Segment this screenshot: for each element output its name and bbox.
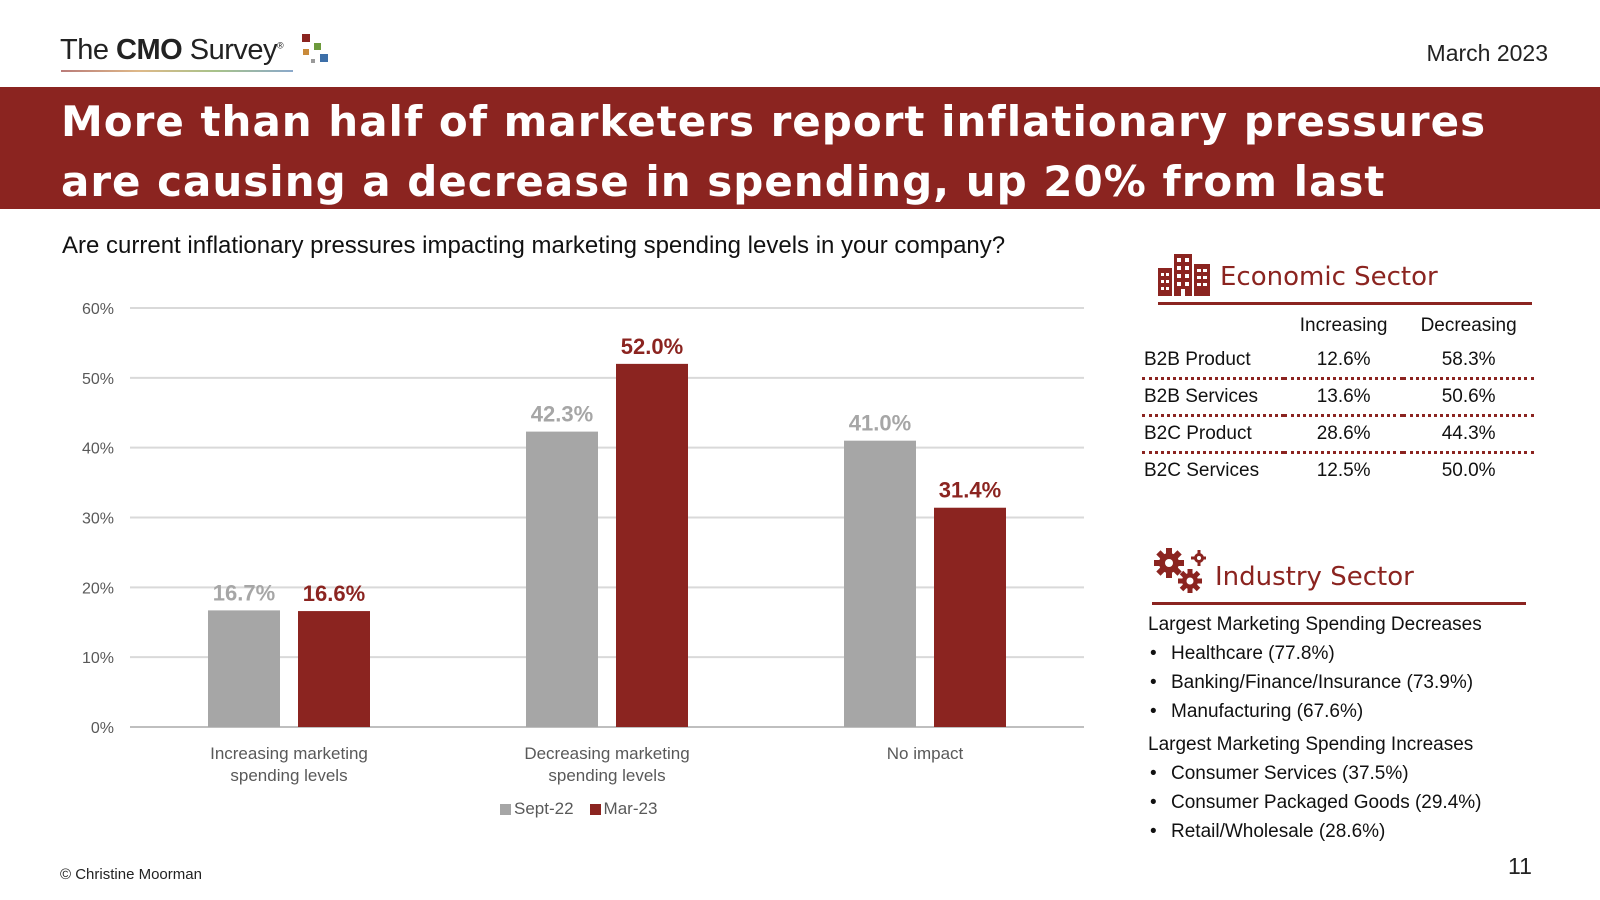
economic-sector-table: Increasing Decreasing B2B Product 12.6% … bbox=[1142, 309, 1534, 488]
copyright: © Christine Moorman bbox=[60, 866, 202, 883]
economic-table-header: Increasing Decreasing bbox=[1142, 309, 1534, 343]
x-tick-label: Decreasing marketing bbox=[524, 744, 689, 763]
list-item: Consumer Services (37.5%) bbox=[1148, 759, 1578, 788]
data-label: 41.0% bbox=[849, 411, 911, 436]
report-date: March 2023 bbox=[1426, 40, 1548, 66]
page-number: 11 bbox=[1508, 853, 1532, 879]
bar bbox=[208, 610, 280, 727]
bar-chart: 0% 10% 20% 30% 40% 50% 60% 16.7% 16.6% Increasing… bbox=[82, 301, 1084, 785]
table-row: B2B Services 13.6% 50.6% bbox=[1142, 377, 1534, 416]
bar bbox=[934, 507, 1006, 727]
title-banner bbox=[0, 87, 1600, 209]
list-item: Consumer Packaged Goods (29.4%) bbox=[1148, 788, 1578, 817]
bar bbox=[526, 431, 598, 727]
industry-sector-heading: Industry Sector bbox=[1215, 562, 1414, 592]
bar bbox=[616, 363, 688, 727]
logo-prefix: The bbox=[60, 34, 109, 66]
data-label: 16.7% bbox=[213, 580, 275, 605]
increases-title: Largest Marketing Spending Increases bbox=[1148, 734, 1474, 755]
logo-suffix: Survey bbox=[189, 34, 278, 66]
data-label: 52.0% bbox=[621, 334, 683, 359]
list-item: Manufacturing (67.6%) bbox=[1148, 697, 1578, 726]
decreases-list: Healthcare (77.8%) Banking/Finance/Insur… bbox=[1148, 639, 1578, 726]
legend-label-sept-22: Sept-22 bbox=[514, 799, 574, 818]
increasing-value: 28.6% bbox=[1284, 414, 1404, 453]
decreasing-value: 58.3% bbox=[1441, 349, 1496, 370]
increasing-value: 12.5% bbox=[1284, 451, 1404, 488]
y-tick-label: 50% bbox=[82, 371, 114, 388]
data-label: 42.3% bbox=[531, 402, 593, 427]
data-label: 31.4% bbox=[939, 478, 1001, 503]
x-tick-label: spending levels bbox=[230, 766, 347, 785]
table-row: B2C Services 12.5% 50.0% bbox=[1142, 451, 1534, 488]
logo-wordmark: The CMO Survey® bbox=[60, 34, 284, 67]
row-label: B2C Services bbox=[1142, 451, 1284, 488]
economic-table-corner bbox=[1142, 309, 1284, 343]
logo-registered-mark: ® bbox=[277, 40, 284, 51]
y-tick-label: 40% bbox=[82, 441, 114, 458]
y-tick-label: 20% bbox=[82, 580, 114, 597]
decreasing-value: 44.3% bbox=[1403, 414, 1534, 453]
x-tick-label: spending levels bbox=[548, 766, 665, 785]
logo-underline bbox=[61, 70, 293, 72]
bar bbox=[844, 440, 916, 727]
legend-swatch-sept-22 bbox=[500, 803, 511, 815]
list-item: Retail/Wholesale (28.6%) bbox=[1148, 817, 1578, 846]
table-row: B2C Product 28.6% 44.3% bbox=[1142, 414, 1534, 453]
chart-legend: Sept-22 Mar-23 bbox=[500, 799, 657, 819]
decreasing-value: 50.6% bbox=[1403, 377, 1534, 416]
economic-col-increasing: Increasing bbox=[1299, 315, 1388, 336]
increasing-value: 12.6% bbox=[1316, 349, 1371, 370]
gears-icon bbox=[1154, 548, 1206, 593]
table-row: B2B Product 12.6% 58.3% bbox=[1142, 343, 1534, 379]
decreases-title: Largest Marketing Spending Decreases bbox=[1148, 614, 1482, 635]
legend-label-mar-23: Mar-23 bbox=[603, 799, 658, 818]
x-tick-label: No impact bbox=[887, 744, 964, 763]
bar bbox=[298, 611, 370, 727]
decreasing-value: 50.0% bbox=[1403, 451, 1534, 488]
logo-strong: CMO bbox=[116, 34, 183, 66]
slide-title: More than half of marketers report infla… bbox=[61, 97, 1487, 266]
legend-swatch-mar-23 bbox=[589, 803, 601, 815]
row-label: B2B Product bbox=[1144, 349, 1251, 370]
y-tick-label: 0% bbox=[91, 720, 114, 737]
industry-sector-rule bbox=[1152, 602, 1526, 605]
industry-sector-list: Largest Marketing Spending Decreases Hea… bbox=[1148, 610, 1578, 846]
list-item: Banking/Finance/Insurance (73.9%) bbox=[1148, 668, 1578, 697]
economic-sector-heading: Economic Sector bbox=[1220, 262, 1438, 292]
economic-col-decreasing: Decreasing bbox=[1420, 315, 1517, 336]
data-label: 16.6% bbox=[303, 581, 365, 606]
increasing-value: 13.6% bbox=[1284, 377, 1404, 416]
x-tick-label: Increasing marketing bbox=[210, 744, 368, 763]
legend-item-mar-23: Mar-23 bbox=[589, 799, 658, 819]
legend-item-sept-22: Sept-22 bbox=[500, 799, 574, 819]
increases-list: Consumer Services (37.5%) Consumer Packa… bbox=[1148, 759, 1578, 846]
economic-sector-rule bbox=[1158, 302, 1532, 305]
y-tick-label: 30% bbox=[82, 511, 114, 528]
survey-question: Are current inflationary pressures impac… bbox=[62, 232, 1006, 259]
logo-dots-icon bbox=[302, 34, 328, 63]
row-label: B2B Services bbox=[1142, 377, 1284, 416]
y-tick-label: 60% bbox=[82, 301, 114, 318]
buildings-icon bbox=[1158, 254, 1210, 296]
row-label: B2C Product bbox=[1142, 414, 1284, 453]
y-tick-label: 10% bbox=[82, 650, 114, 667]
list-item: Healthcare (77.8%) bbox=[1148, 639, 1578, 668]
